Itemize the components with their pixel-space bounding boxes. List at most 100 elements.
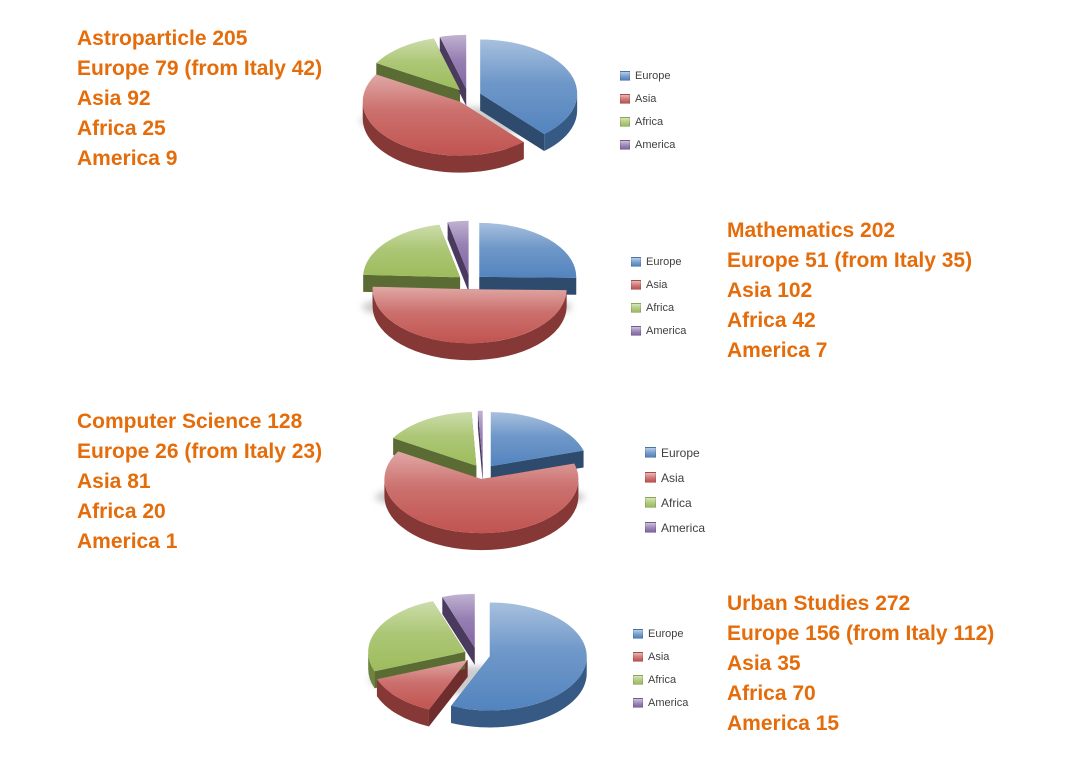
pie-cut-face-america [447,222,469,292]
legend-astroparticle: Europe Asia Africa America [620,64,675,156]
pie-slice-europe [480,39,578,135]
legend-swatch-europe [633,628,643,639]
legend-swatch-asia [633,651,643,662]
legend-swatch-asia [645,472,656,483]
legend-item: America [620,133,675,156]
legend-item: Asia [645,465,705,490]
pie-wall-asia [362,101,524,173]
pie-cut-face-america [477,410,483,482]
pie-slice-asia [376,659,468,710]
stats-mathematics: Mathematics 202 Europe 51 (from Italy 35… [727,216,972,366]
pie-chart-urban-studies [368,593,587,728]
legend-item: Europe [620,64,675,87]
pie-wall-europe [544,93,578,152]
stats-line-america: America 7 [727,339,828,362]
pie-slice-africa [393,411,477,466]
legend-label-europe: Europe [635,69,671,82]
stats-line-asia: Asia 81 [77,470,151,493]
pie-wall-asia [384,479,579,551]
legend-item: Europe [633,622,688,645]
stats-line-asia: Asia 35 [727,652,801,675]
legend-swatch-america [633,697,643,708]
stats-line-europe: Europe 156 (from Italy 112) [727,622,995,645]
legend-item: America [645,515,705,540]
stats-urban-studies: Urban Studies 272 Europe 156 (from Italy… [727,589,994,739]
stats-line-title: Computer Science 128 [77,410,303,433]
stats-line-title: Mathematics 202 [727,219,896,242]
legend-label-europe: Europe [661,445,700,460]
legend-item: America [631,319,686,342]
stats-line-africa: Africa 42 [727,309,816,332]
legend-swatch-africa [631,302,641,313]
stats-line-africa: Africa 20 [77,500,166,523]
legend-swatch-africa [633,674,643,685]
legend-item: Asia [631,273,686,296]
stats-line-asia: Asia 92 [77,87,151,110]
pie-slice-europe [451,602,587,711]
legend-mathematics: Europe Asia Africa America [631,250,686,342]
legend-swatch-america [631,325,641,336]
legend-item: Africa [631,296,686,319]
legend-item: America [633,691,688,714]
legend-swatch-europe [631,256,641,267]
pie-wall-europe [451,656,587,728]
legend-label-africa: Africa [661,495,692,510]
stats-line-africa: Africa 25 [77,117,166,140]
legend-label-asia: Asia [661,470,685,485]
pie-slice-europe [490,412,584,467]
pie-chart-computer-science [375,410,585,551]
legend-label-america: America [635,138,676,151]
pie-wall-africa [368,651,375,689]
legend-label-asia: Asia [648,650,670,663]
legend-label-europe: Europe [646,255,682,268]
legend-swatch-asia [620,93,630,104]
legend-swatch-africa [645,497,656,508]
legend-label-asia: Asia [646,278,668,291]
stats-line-america: America 15 [727,712,840,735]
pie-slice-africa [363,224,461,278]
legend-item: Africa [633,668,688,691]
pie-slice-africa [368,601,466,672]
pie-cut-face-europe [480,93,545,152]
legend-swatch-europe [620,70,630,81]
pie-chart-mathematics [362,220,577,361]
legend-urban-studies: Europe Asia Africa America [633,622,688,714]
stats-line-africa: Africa 70 [727,682,816,705]
legend-item: Asia [633,645,688,668]
legend-label-america: America [648,696,689,709]
legend-label-america: America [661,520,706,535]
legend-swatch-europe [645,447,656,458]
stats-line-america: America 1 [77,530,178,553]
pie-cut-face-america [442,596,475,665]
stats-line-asia: Asia 102 [727,279,813,302]
stats-line-title: Urban Studies 272 [727,592,911,615]
legend-swatch-america [620,139,630,150]
legend-label-africa: Africa [648,673,677,686]
legend-computer-science: Europe Asia Africa America [645,440,705,540]
stats-line-europe: Europe 51 (from Italy 35) [727,249,973,272]
pie-slice-africa [376,38,461,91]
legend-item: Africa [645,490,705,515]
pie-slice-asia [372,286,567,344]
legend-item: Africa [620,110,675,133]
pie-slice-america [477,410,483,465]
legend-swatch-asia [631,279,641,290]
pie-wall-asia [372,289,567,361]
legend-label-africa: Africa [646,301,675,314]
pie-slice-asia [362,74,524,156]
legend-swatch-africa [620,116,630,127]
legend-item: Europe [645,440,705,465]
stats-line-europe: Europe 79 (from Italy 42) [77,57,323,80]
legend-label-america: America [646,324,687,337]
stats-astroparticle: Astroparticle 205 Europe 79 (from Italy … [77,24,322,174]
legend-item: Europe [631,250,686,273]
pie-slice-europe [479,222,577,278]
pie-slice-america [447,220,469,275]
legend-label-asia: Asia [635,92,657,105]
pie-wall-asia [376,679,429,727]
stats-line-europe: Europe 26 (from Italy 23) [77,440,323,463]
pie-slice-america [442,593,475,648]
pie-slice-asia [384,451,579,534]
pie-chart-astroparticle [360,34,578,173]
